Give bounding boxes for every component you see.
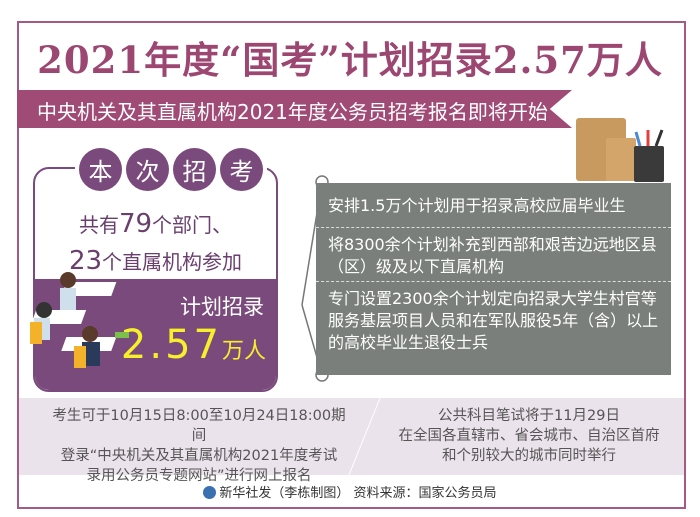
plan-panel: 计划招录 2.57万人 — [35, 279, 276, 390]
banner-text: 中央机关及其直属机构2021年度公务员招考报名即将开始 — [37, 100, 548, 124]
divider — [348, 398, 381, 475]
plan-number: 2.57万人 — [120, 322, 266, 368]
xinhua-logo-icon — [203, 486, 217, 499]
detail-item: 安排1.5万个计划用于招录高校应届毕业生 — [316, 183, 671, 228]
heading-char: 考 — [220, 148, 263, 191]
recruitment-card: 共有79个部门、 23个直属机构参加 计划招录 2.57万人 — [33, 167, 278, 392]
heading-char: 招 — [173, 148, 216, 191]
students-illustration — [30, 272, 129, 368]
infographic-frame — [17, 21, 686, 509]
credit-footer: 新华社发（李栋制图） 资料来源：国家公务员局 — [0, 482, 700, 501]
main-title: 2021年度“国考”计划招录2.57万人 — [37, 38, 663, 82]
plan-label: 计划招录 — [180, 295, 264, 319]
detail-item: 将8300余个计划补充到西部和艰苦边远地区县（区）级及以下直属机构 — [316, 228, 671, 282]
departments-text: 共有79个部门、 — [78, 209, 233, 239]
card-heading: 本 次 招 考 — [75, 148, 267, 191]
subtitle-banner: 中央机关及其直属机构2021年度公务员招考报名即将开始 — [17, 90, 572, 128]
exam-note: 公共科目笔试将于11月29日 在全国各直辖市、省会城市、自治区首府 和个别较大的城市… — [398, 408, 660, 464]
schedule-band: 考生可于10月15日8:00至10月24日18:00期间 登录“中央机关及其直属机… — [19, 398, 684, 484]
details-panel: 安排1.5万个计划用于招录高校应届毕业生 将8300余个计划补充到西部和艰苦边远… — [316, 183, 671, 375]
detail-item: 专门设置2300余个计划定向招录大学生村官等服务基层项目人员和在军队服役5年（含… — [328, 289, 659, 352]
registration-note: 考生可于10月15日8:00至10月24日18:00期间 登录“中央机关及其直属机… — [52, 408, 346, 484]
heading-char: 次 — [126, 148, 169, 191]
heading-char: 本 — [79, 148, 122, 191]
agencies-text: 23个直属机构参加 — [68, 246, 243, 276]
envelopes-pencil-cup-icon — [576, 118, 664, 182]
